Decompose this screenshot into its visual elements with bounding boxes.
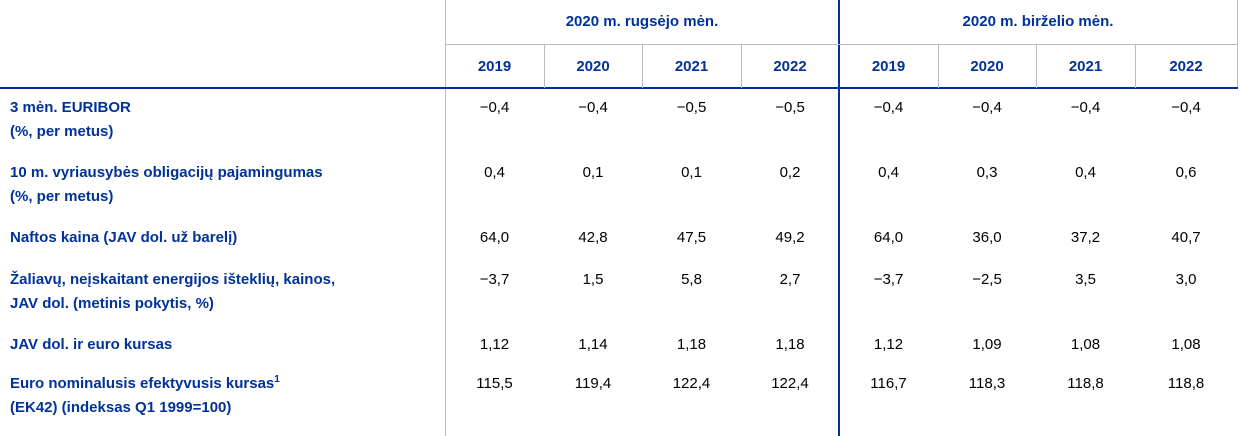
- cell-value: 115,5: [476, 375, 513, 392]
- cell-value: 0,6: [1175, 164, 1197, 181]
- cell-value: −0,5: [775, 99, 805, 116]
- cell-value: 1,12: [873, 336, 904, 353]
- cell-value: −3,7: [479, 271, 510, 288]
- cell-value: 119,4: [574, 375, 612, 392]
- cell-value: 1,14: [578, 336, 608, 353]
- row-label: 3 mėn. EURIBOR: [10, 99, 131, 116]
- row-label: JAV dol. (metinis pokytis, %): [10, 295, 214, 312]
- year-header: 2020: [970, 58, 1004, 75]
- cell-value: 116,7: [870, 375, 907, 392]
- cell-value: 122,4: [672, 375, 711, 392]
- rule: [838, 0, 840, 436]
- row-label: JAV dol. ir euro kursas: [10, 336, 173, 353]
- rule: [938, 44, 939, 88]
- cell-value: 0,2: [779, 164, 801, 181]
- cell-value: −0,5: [676, 99, 707, 116]
- footnote-mark: 1: [274, 374, 280, 385]
- rule: [1135, 44, 1136, 88]
- cell-value: −0,4: [479, 99, 510, 116]
- cell-value: −0,4: [578, 99, 608, 116]
- cell-value: −0,4: [873, 99, 904, 116]
- cell-value: 64,0: [873, 229, 904, 246]
- cell-value: 118,8: [1067, 375, 1104, 392]
- year-header: 2022: [773, 58, 807, 75]
- row-label: Žaliavų, neįskaitant energijos išteklių,…: [10, 271, 336, 288]
- cell-value: −0,4: [1171, 99, 1201, 116]
- cell-value: 49,2: [775, 229, 805, 246]
- cell-value: −0,4: [1070, 99, 1101, 116]
- cell-value: 0,4: [878, 164, 899, 181]
- cell-value: 0,1: [681, 164, 702, 181]
- year-header: 2019: [871, 58, 906, 75]
- year-header: 2021: [674, 58, 709, 75]
- cell-value: 1,09: [972, 336, 1002, 353]
- row-label: 10 m. vyriausybės obligacijų pajaminguma…: [10, 164, 323, 181]
- rule: [544, 44, 545, 88]
- year-header: 2022: [1169, 58, 1203, 75]
- row-label: Naftos kaina (JAV dol. už barelį): [10, 229, 238, 246]
- cell-value: 64,0: [479, 229, 510, 246]
- rule: [642, 44, 643, 88]
- cell-value: 5,8: [681, 271, 702, 288]
- cell-value: 1,5: [582, 271, 604, 288]
- cell-value: 3,5: [1075, 271, 1096, 288]
- cell-value: 2,7: [779, 271, 801, 288]
- row-label: (EK42) (indeksas Q1 1999=100): [10, 399, 232, 416]
- cell-value: 36,0: [972, 229, 1002, 246]
- row-label: Euro nominalusis efektyvusis kursas1: [10, 374, 280, 393]
- cell-value: 122,4: [771, 375, 809, 392]
- cell-value: 0,1: [582, 164, 604, 181]
- cell-value: 1,08: [1171, 336, 1201, 353]
- rule: [741, 44, 742, 88]
- cell-value: 0,4: [484, 164, 505, 181]
- cell-value: −0,4: [972, 99, 1002, 116]
- year-header: 2020: [576, 58, 610, 75]
- rule: [445, 0, 446, 436]
- group-header: 2020 m. rugsėjo mėn.: [565, 13, 719, 30]
- rule: [445, 44, 1238, 45]
- cell-value: −3,7: [873, 271, 904, 288]
- cell-value: 118,3: [968, 375, 1006, 392]
- cell-value: 0,4: [1075, 164, 1096, 181]
- rule: [1036, 44, 1037, 88]
- row-label: (%, per metus): [10, 188, 114, 205]
- cell-value: 40,7: [1171, 229, 1201, 246]
- group-header: 2020 m. birželio mėn.: [962, 13, 1114, 30]
- cell-value: 1,08: [1070, 336, 1101, 353]
- year-header: 2021: [1068, 58, 1103, 75]
- cell-value: 3,0: [1175, 271, 1197, 288]
- cell-value: 0,3: [976, 164, 998, 181]
- cell-value: 1,18: [775, 336, 805, 353]
- year-header: 2019: [477, 58, 512, 75]
- cell-value: 1,12: [479, 336, 510, 353]
- row-label: (%, per metus): [10, 123, 114, 140]
- cell-value: 37,2: [1070, 229, 1101, 246]
- header-rule: [0, 87, 1238, 89]
- cell-value: 1,18: [676, 336, 707, 353]
- cell-value: 118,8: [1167, 375, 1205, 392]
- cell-value: 47,5: [676, 229, 707, 246]
- cell-value: −2,5: [972, 271, 1002, 288]
- cell-value: 42,8: [578, 229, 608, 246]
